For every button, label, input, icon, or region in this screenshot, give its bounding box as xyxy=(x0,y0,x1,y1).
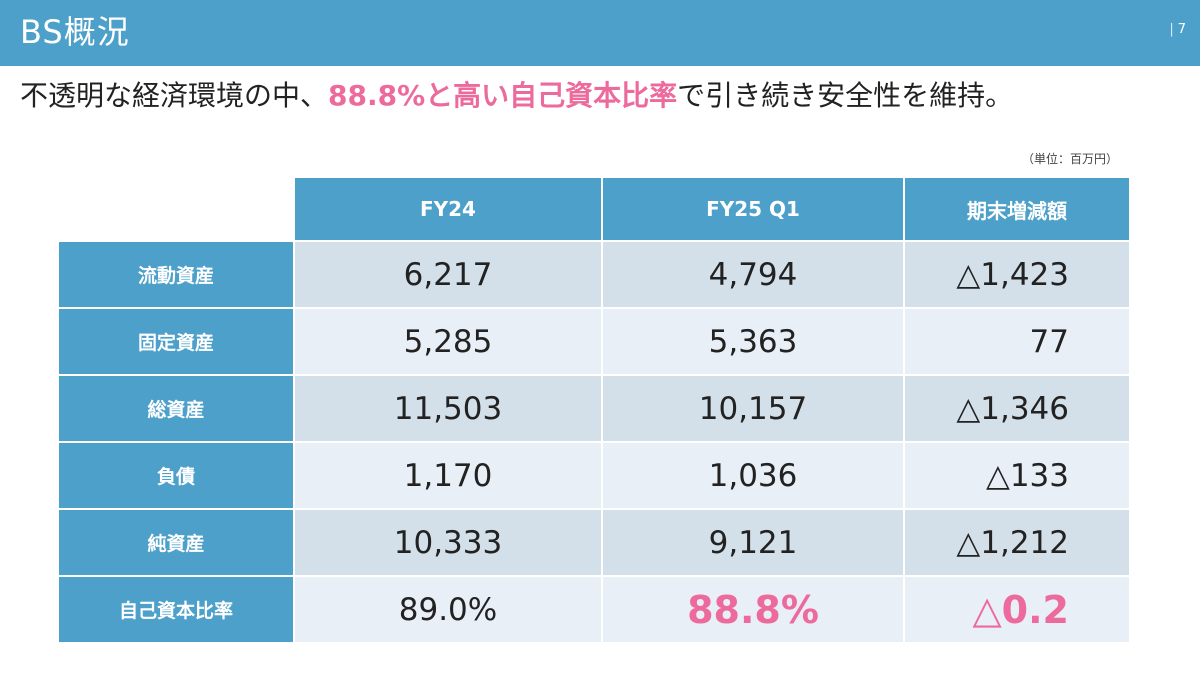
cell-fy25-q1: 1,036 xyxy=(603,443,903,508)
page-number-area: | 7 xyxy=(1169,20,1186,40)
row-label-current-assets: 流動資産 xyxy=(59,242,293,307)
column-header-fy25-q1: FY25 Q1 xyxy=(603,178,903,240)
subtitle-prefix: 不透明な経済環境の中、 xyxy=(20,79,329,112)
table-row: 総資産 11,503 10,157 △1,346 xyxy=(59,376,1129,441)
table-row: 自己資本比率 89.0% 88.8% △0.2 xyxy=(59,577,1129,642)
cell-fy24: 10,333 xyxy=(295,510,601,575)
unit-label: （単位：百万円） xyxy=(1021,152,1118,166)
cell-change: △1,423 xyxy=(905,242,1129,307)
cell-change: 77 xyxy=(905,309,1129,374)
table-corner-cell xyxy=(59,178,293,240)
column-header-fy24: FY24 xyxy=(295,178,601,240)
cell-fy24: 89.0% xyxy=(295,577,601,642)
balance-sheet-table: FY24 FY25 Q1 期末増減額 流動資産 6,217 4,794 △1,4… xyxy=(57,176,1131,644)
cell-change-highlight: △0.2 xyxy=(905,577,1129,642)
row-label-fixed-assets: 固定資産 xyxy=(59,309,293,374)
cell-fy24: 1,170 xyxy=(295,443,601,508)
cell-fy25-q1-highlight: 88.8% xyxy=(603,577,903,642)
cell-fy24: 11,503 xyxy=(295,376,601,441)
table-header-row: FY24 FY25 Q1 期末増減額 xyxy=(59,178,1129,240)
table-row: 固定資産 5,285 5,363 77 xyxy=(59,309,1129,374)
cell-fy24: 5,285 xyxy=(295,309,601,374)
cell-fy25-q1: 5,363 xyxy=(603,309,903,374)
row-label-equity-ratio: 自己資本比率 xyxy=(59,577,293,642)
slide-subtitle: 不透明な経済環境の中、88.8%と高い自己資本比率で引き続き安全性を維持。 xyxy=(20,76,1013,116)
cell-fy24: 6,217 xyxy=(295,242,601,307)
table-row: 純資産 10,333 9,121 △1,212 xyxy=(59,510,1129,575)
subtitle-highlight: 88.8%と高い自己資本比率 xyxy=(328,79,678,112)
cell-change: △1,346 xyxy=(905,376,1129,441)
cell-fy25-q1: 9,121 xyxy=(603,510,903,575)
slide-title: BS概況 xyxy=(20,13,130,51)
page-number: 7 xyxy=(1177,22,1186,37)
cell-fy25-q1: 4,794 xyxy=(603,242,903,307)
table-row: 負債 1,170 1,036 △133 xyxy=(59,443,1129,508)
page-number-separator: | xyxy=(1169,22,1174,37)
subtitle-suffix: で引き続き安全性を維持。 xyxy=(677,79,1014,112)
row-label-liabilities: 負債 xyxy=(59,443,293,508)
cell-change: △133 xyxy=(905,443,1129,508)
cell-change: △1,212 xyxy=(905,510,1129,575)
slide-header: BS概況 | 7 xyxy=(0,0,1200,66)
row-label-net-assets: 純資産 xyxy=(59,510,293,575)
table-row: 流動資産 6,217 4,794 △1,423 xyxy=(59,242,1129,307)
cell-fy25-q1: 10,157 xyxy=(603,376,903,441)
row-label-total-assets: 総資産 xyxy=(59,376,293,441)
column-header-change: 期末増減額 xyxy=(905,178,1129,240)
